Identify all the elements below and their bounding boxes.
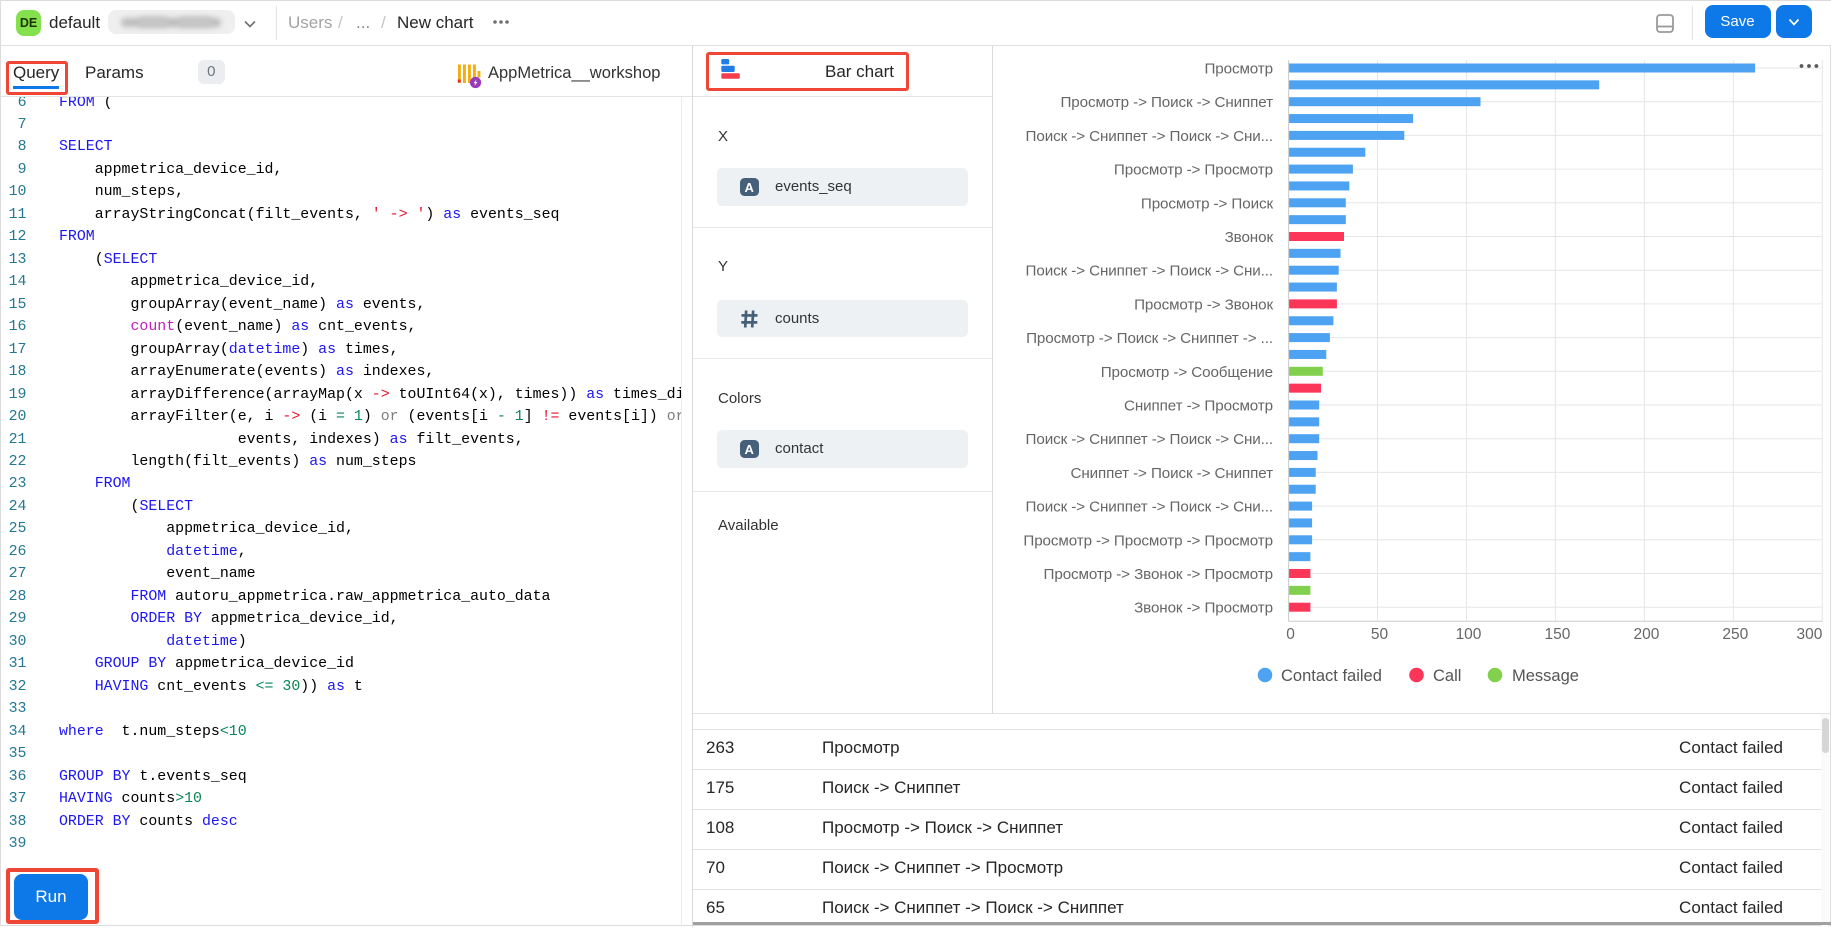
svg-text:Просмотр -> Поиск: Просмотр -> Поиск xyxy=(1141,195,1274,212)
svg-text:Call: Call xyxy=(1433,667,1461,685)
svg-text:Просмотр -> Поиск -> Сниппет: Просмотр -> Поиск -> Сниппет xyxy=(1060,94,1273,111)
svg-text:Звонок: Звонок xyxy=(1225,229,1274,246)
svg-text:Поиск -> Сниппет -> Поиск -> С: Поиск -> Сниппет -> Поиск -> Сни... xyxy=(1026,499,1273,516)
svg-text:Contact failed: Contact failed xyxy=(1281,667,1382,685)
svg-text:Просмотр -> Просмотр -> Просмо: Просмотр -> Просмотр -> Просмотр xyxy=(1023,532,1273,549)
svg-text:Просмотр -> Поиск -> Сниппет -: Просмотр -> Поиск -> Сниппет -> ... xyxy=(1026,330,1273,347)
svg-text:Просмотр: Просмотр xyxy=(1204,61,1273,78)
svg-text:Поиск -> Сниппет -> Поиск -> С: Поиск -> Сниппет -> Поиск -> Сни... xyxy=(1026,128,1273,145)
svg-text:Сниппет -> Просмотр: Сниппет -> Просмотр xyxy=(1124,398,1273,415)
svg-text:300: 300 xyxy=(1796,626,1822,643)
svg-text:Поиск -> Сниппет -> Поиск -> С: Поиск -> Сниппет -> Поиск -> Сни... xyxy=(1026,431,1273,448)
svg-text:100: 100 xyxy=(1456,626,1482,643)
svg-text:Звонок -> Просмотр: Звонок -> Просмотр xyxy=(1134,600,1273,617)
svg-text:Просмотр -> Звонок -> Просмотр: Просмотр -> Звонок -> Просмотр xyxy=(1044,566,1273,583)
svg-text:Сниппет -> Поиск -> Сниппет: Сниппет -> Поиск -> Сниппет xyxy=(1071,465,1274,482)
svg-text:Просмотр -> Сообщение: Просмотр -> Сообщение xyxy=(1101,364,1273,381)
svg-text:0: 0 xyxy=(1286,626,1295,643)
svg-text:250: 250 xyxy=(1722,626,1748,643)
svg-text:50: 50 xyxy=(1371,626,1389,643)
svg-text:150: 150 xyxy=(1544,626,1570,643)
svg-text:Просмотр -> Звонок: Просмотр -> Звонок xyxy=(1134,296,1273,313)
svg-text:200: 200 xyxy=(1633,626,1659,643)
svg-text:Поиск -> Сниппет -> Поиск -> С: Поиск -> Сниппет -> Поиск -> Сни... xyxy=(1026,263,1273,280)
svg-text:Просмотр -> Просмотр: Просмотр -> Просмотр xyxy=(1114,162,1273,179)
svg-text:Message: Message xyxy=(1512,667,1579,685)
